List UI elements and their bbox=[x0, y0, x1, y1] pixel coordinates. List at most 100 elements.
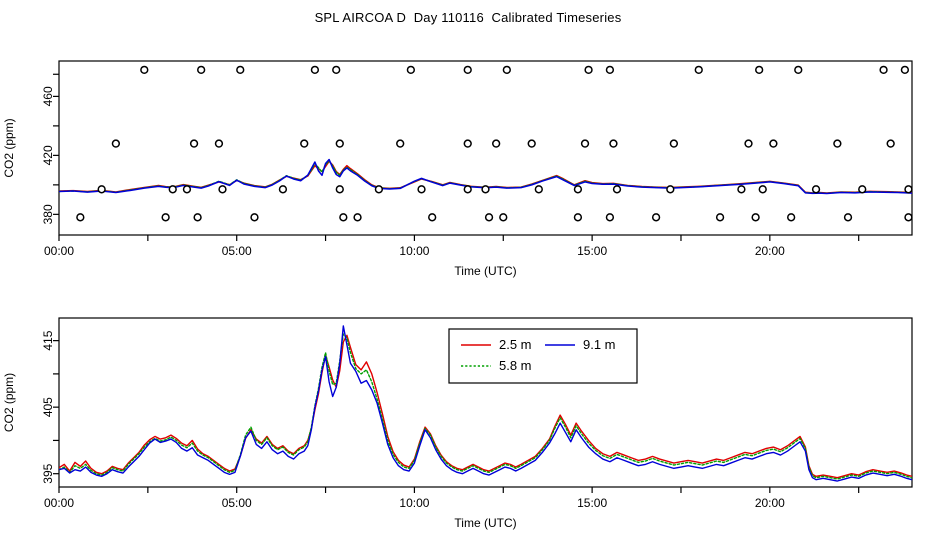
calibration-marker bbox=[168, 185, 177, 194]
calibration-marker bbox=[651, 213, 661, 222]
calibration-marker bbox=[492, 139, 501, 148]
calibration-marker bbox=[111, 139, 121, 148]
calibration-marker bbox=[744, 139, 753, 148]
calibration-marker bbox=[463, 65, 472, 75]
calibration-marker bbox=[214, 139, 224, 148]
calibration-marker bbox=[534, 185, 543, 194]
x-axis-title: Time (UTC) bbox=[454, 516, 516, 530]
y-axis-tick-label: 380 bbox=[41, 204, 55, 224]
calibration-marker bbox=[737, 185, 746, 194]
calibration-marker bbox=[332, 65, 341, 75]
calibration-marker bbox=[758, 185, 767, 194]
calibration-marker bbox=[527, 139, 536, 148]
calibration-marker-group bbox=[76, 65, 913, 222]
calibration-marker bbox=[463, 139, 472, 148]
calibration-marker bbox=[499, 213, 508, 222]
calibration-marker bbox=[612, 185, 622, 194]
upper-panel: 380 420 460 00:00 05:00 10:00 15:00 20:00 Time (… bbox=[0, 40, 936, 290]
calibration-marker bbox=[502, 65, 511, 75]
calibration-marker bbox=[218, 185, 227, 194]
calibration-marker bbox=[904, 213, 913, 222]
y-axis-tick-label: 420 bbox=[41, 145, 55, 165]
calibration-marker bbox=[76, 213, 85, 222]
calibration-marker bbox=[310, 65, 320, 75]
calibration-marker bbox=[580, 139, 590, 148]
series-line-9-1-m bbox=[59, 325, 912, 482]
calibration-marker bbox=[886, 139, 895, 148]
calibration-marker bbox=[751, 213, 760, 222]
calibration-marker bbox=[339, 213, 348, 222]
series-line-5-8-m bbox=[59, 333, 912, 480]
calibration-marker bbox=[481, 185, 490, 194]
x-axis-tick-label: 00:00 bbox=[44, 244, 74, 258]
y-axis-title: CO2 (ppm) bbox=[2, 118, 16, 177]
x-axis-tick-label: 20:00 bbox=[755, 496, 785, 510]
legend-box bbox=[448, 328, 638, 384]
x-axis-tick-label: 10:00 bbox=[399, 496, 429, 510]
upper-panel-plot: 380 420 460 00:00 05:00 10:00 15:00 20:00 Time (… bbox=[2, 60, 913, 278]
x-axis-tick-label: 10:00 bbox=[399, 244, 429, 258]
calibration-marker bbox=[833, 139, 842, 148]
calibration-marker bbox=[573, 213, 583, 222]
calibration-marker bbox=[406, 65, 416, 75]
calibration-marker bbox=[189, 139, 199, 148]
lower-panel-plot: 395 405 415 00:00 05:00 10:00 15:00 20:00 Time (… bbox=[2, 317, 913, 530]
calibration-marker bbox=[428, 213, 437, 222]
calibration-marker bbox=[879, 65, 888, 75]
calibration-marker bbox=[193, 213, 202, 222]
calibration-marker bbox=[463, 185, 472, 194]
legend-label: 2.5 m bbox=[499, 337, 532, 352]
calibration-marker bbox=[715, 213, 725, 222]
calibration-marker bbox=[694, 65, 703, 75]
calibration-marker bbox=[843, 213, 853, 222]
y-axis-tick-label: 460 bbox=[41, 86, 55, 106]
calibration-marker bbox=[374, 185, 384, 194]
calibration-marker bbox=[573, 185, 583, 194]
x-axis-tick-label: 20:00 bbox=[755, 244, 785, 258]
calibration-marker bbox=[396, 139, 405, 148]
calibration-marker bbox=[858, 185, 867, 194]
calibration-marker bbox=[811, 185, 821, 194]
calibration-marker bbox=[605, 213, 615, 222]
legend-label: 9.1 m bbox=[583, 337, 616, 352]
plot-box-frame bbox=[58, 60, 913, 236]
x-axis-title: Time (UTC) bbox=[454, 264, 516, 278]
y-axis-tick-label: 405 bbox=[41, 397, 55, 417]
calibration-marker bbox=[250, 213, 259, 222]
calibration-marker bbox=[904, 185, 913, 194]
x-axis-tick-label: 15:00 bbox=[577, 244, 607, 258]
calibration-marker bbox=[484, 213, 494, 222]
plot-box-frame bbox=[58, 317, 913, 488]
y-axis-tick-label: 395 bbox=[41, 463, 55, 483]
calibration-marker bbox=[278, 185, 288, 194]
calibration-marker bbox=[335, 185, 344, 194]
x-axis-tick-label: 00:00 bbox=[44, 496, 74, 510]
calibration-marker bbox=[900, 65, 910, 75]
x-axis-tick-label: 05:00 bbox=[222, 496, 252, 510]
figure-title: SPL AIRCOA D Day 110116 Calibrated Times… bbox=[314, 10, 622, 25]
calibration-marker bbox=[417, 185, 426, 194]
y-axis-title: CO2 (ppm) bbox=[2, 373, 16, 432]
calibration-marker bbox=[609, 139, 618, 148]
legend: 2.5 m 9.1 m 5.8 m bbox=[448, 328, 638, 384]
calibration-marker bbox=[794, 65, 803, 75]
calibration-marker bbox=[197, 65, 206, 75]
calibration-marker bbox=[161, 213, 170, 222]
series-line-9-1-m bbox=[59, 158, 912, 195]
calibration-marker bbox=[97, 185, 106, 194]
calibration-marker bbox=[755, 65, 764, 75]
calibration-marker bbox=[140, 65, 149, 75]
calibration-marker bbox=[769, 139, 778, 148]
y-axis-tick-label: 415 bbox=[41, 330, 55, 350]
calibration-marker bbox=[605, 65, 615, 75]
calibration-marker bbox=[787, 213, 796, 222]
x-axis-tick-label: 05:00 bbox=[222, 244, 252, 258]
calibration-marker bbox=[353, 213, 362, 222]
calibration-marker bbox=[669, 139, 679, 148]
calibration-marker bbox=[584, 65, 593, 75]
calibration-marker bbox=[666, 185, 675, 194]
calibration-marker bbox=[236, 65, 245, 75]
calibration-marker bbox=[182, 185, 192, 194]
legend-label: 5.8 m bbox=[499, 358, 532, 373]
